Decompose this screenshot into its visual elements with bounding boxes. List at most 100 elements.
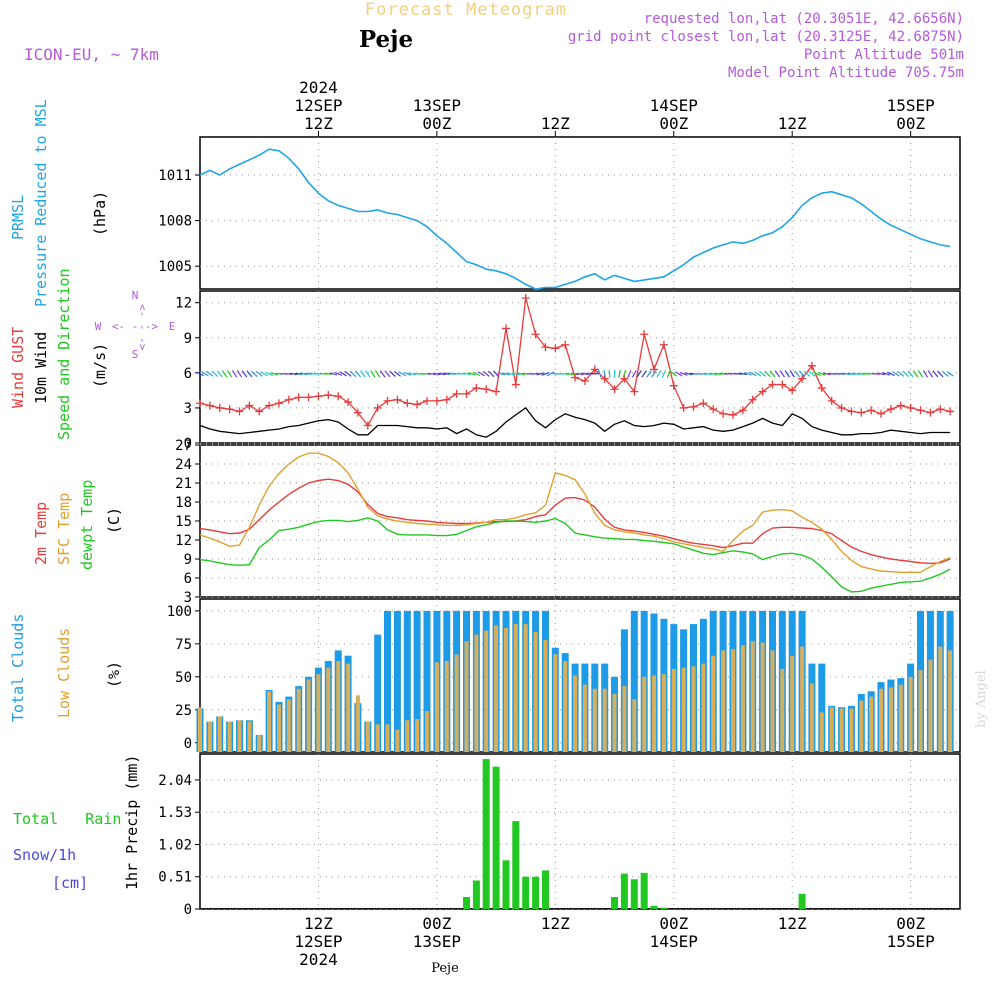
wind-direction-arrow [566, 372, 575, 376]
low-cloud-bar [415, 719, 420, 752]
wind-direction-arrow [902, 370, 909, 378]
wind-direction-arrow [882, 372, 890, 376]
wind-direction-arrow [334, 371, 343, 376]
low-cloud-bar [227, 721, 232, 752]
bottom-tick-label: 12SEP [294, 932, 342, 951]
wind-10m-line [199, 407, 951, 438]
y-tick-label: 18 [175, 495, 192, 511]
wind-direction-arrow [354, 370, 361, 378]
low-cloud-bar [563, 661, 568, 752]
low-cloud-bar [237, 720, 242, 752]
low-cloud-bar [888, 687, 893, 752]
wind-direction-arrow [408, 372, 417, 376]
low-cloud-bar [661, 674, 666, 752]
low-cloud-bar [198, 707, 202, 752]
rain-bar [482, 759, 490, 909]
total-cloud-bar [423, 610, 431, 752]
wind-direction-arrow [442, 372, 451, 376]
low-cloud-bar [760, 642, 765, 752]
wind-gust-marker [274, 399, 283, 408]
temp-sfc-line [199, 452, 951, 573]
rain-bar [502, 860, 510, 909]
wind-direction-arrow [349, 370, 357, 378]
low-cloud-bar [721, 650, 726, 752]
wind-direction-arrow [531, 372, 540, 375]
wind-direction-arrow [764, 370, 771, 378]
panel-frame [199, 598, 961, 753]
wind-direction-arrow [887, 371, 895, 377]
low-cloud-bar [652, 675, 656, 752]
low-cloud-bar [681, 667, 686, 752]
low-cloud-bar [800, 646, 805, 752]
wind-direction-arrow [344, 370, 352, 377]
wind-gust-marker [926, 408, 935, 417]
wind-gust-marker [551, 344, 560, 353]
wind-gust-marker [541, 343, 550, 352]
wind-direction-arrow [946, 371, 954, 377]
low-cloud-bar [355, 695, 360, 752]
top-tick-label: 00Z [896, 114, 925, 133]
wind-direction-arrow [937, 370, 944, 378]
wind-direction-arrow [575, 372, 585, 376]
wind-direction-arrow [603, 369, 607, 378]
wind-gust-marker [847, 407, 856, 416]
wind-gust-marker [659, 340, 668, 349]
wind-direction-arrow [477, 371, 486, 377]
y-tick-label: 27 [175, 438, 192, 454]
wind-direction-arrow [403, 371, 412, 376]
wind-gust-marker [531, 330, 540, 339]
wind-gust-marker [363, 421, 372, 430]
wind-gust-marker [225, 405, 234, 414]
wind-gust-marker [492, 387, 501, 396]
wind-gust-marker [946, 407, 955, 416]
low-cloud-bar [336, 661, 341, 752]
wind-direction-arrow [398, 371, 407, 377]
wind-direction-arrow [506, 372, 515, 376]
y-tick-label: 3 [184, 401, 192, 417]
low-cloud-bar [306, 679, 311, 752]
wind-direction-arrow [714, 372, 723, 376]
y-tick-label: 24 [175, 457, 192, 473]
wind-speed-dir-label: Speed and Direction [55, 268, 73, 440]
y-tick-label: 15 [175, 514, 192, 530]
rain-bar [660, 907, 668, 909]
low-cloud-bar [523, 624, 528, 752]
wind-gust-marker [669, 381, 678, 390]
wind-direction-arrow [769, 370, 776, 378]
top-tick-label: 00Z [659, 114, 688, 133]
wind-unit-label: (m/s) [91, 343, 109, 388]
wind-gust-marker [205, 401, 214, 410]
wind-direction-arrow [384, 370, 391, 378]
temp-dewpt-label: dewpt Temp [78, 480, 96, 570]
wind-gust-label: Wind GUST [9, 327, 27, 408]
precipitation-panel: 0 0.51 1.02 1.53 2.04 [158, 753, 961, 918]
low-cloud-bar [918, 670, 923, 752]
wind-direction-arrow [661, 370, 667, 378]
y-tick-label: 21 [175, 476, 192, 492]
total-cloud-bar [413, 610, 421, 752]
low-cloud-bar [908, 676, 913, 752]
wind-gust-marker [630, 387, 639, 396]
wind-direction-arrow [876, 372, 886, 376]
temp-sfc-label: SFC Temp [55, 493, 73, 565]
low-cloud-bar [543, 639, 548, 752]
wind-direction-arrow [482, 370, 490, 377]
compass-west: W [95, 320, 102, 333]
gridpoint-coords: grid point closest lon,lat (20.3125E, 42… [568, 29, 964, 45]
wind-direction-arrow [541, 371, 550, 376]
wind-direction-arrow [427, 372, 436, 375]
wind-gust-marker [215, 403, 224, 412]
wind-direction-arrow [912, 370, 919, 378]
wind-gust-marker [235, 407, 244, 416]
rain-bar [463, 897, 470, 909]
wind-gust-marker [255, 407, 264, 416]
low-cloud-bar [829, 707, 834, 752]
top-tick-label: 14SEP [650, 96, 698, 115]
wind-direction-arrow [467, 372, 476, 376]
wind-direction-arrow [570, 372, 580, 376]
low-cloud-bar [612, 694, 617, 752]
low-cloud-bar [494, 625, 499, 752]
low-cloud-bar [217, 716, 222, 752]
wind-direction-arrow [472, 371, 481, 377]
